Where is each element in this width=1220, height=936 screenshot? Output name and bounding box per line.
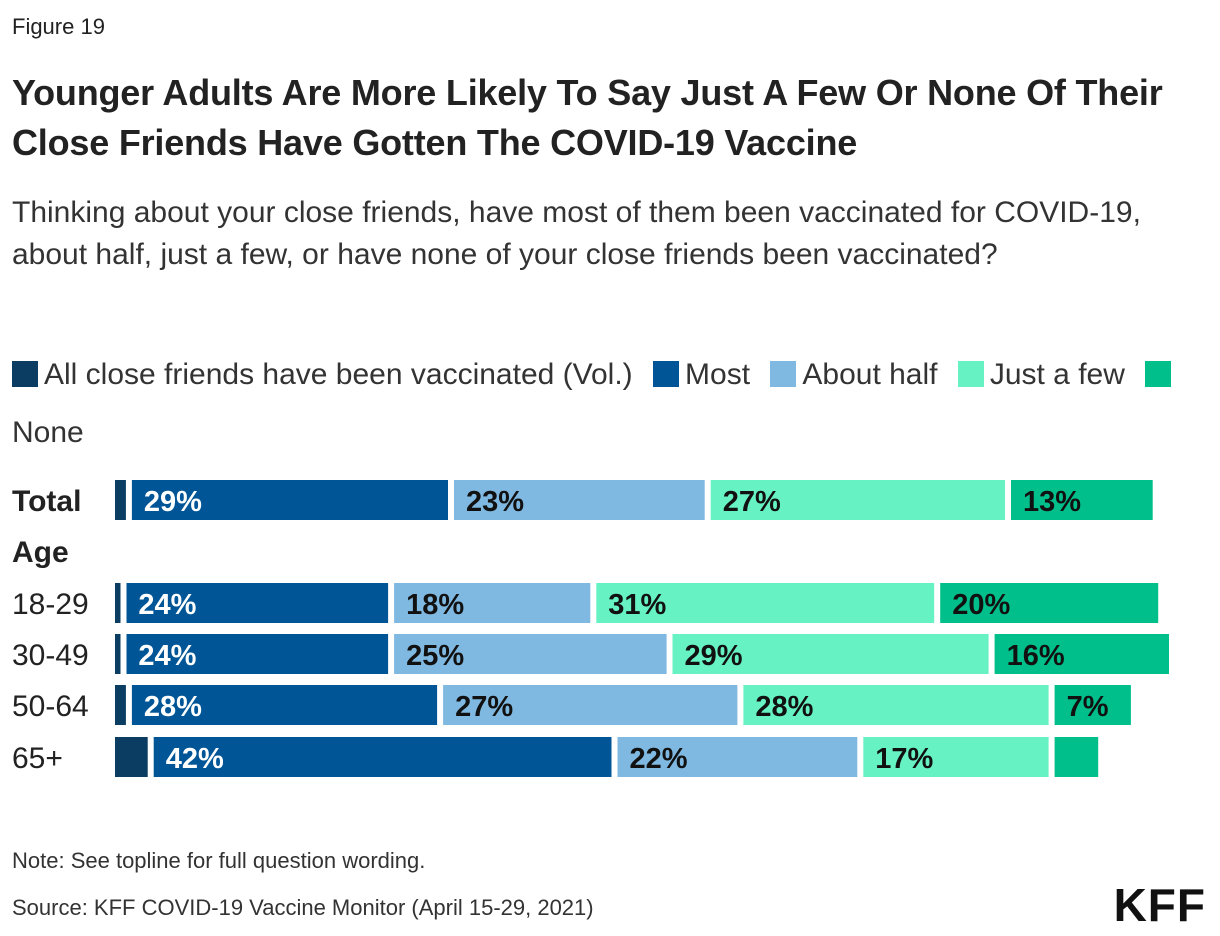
chart-legend: All close friends have been vaccinated (… [12,346,1202,462]
chart-note: Note: See topline for full question word… [12,848,426,873]
data-label-18-29-just-a-few: 31% [608,589,666,621]
category-label-18-29: 18-29 [12,588,89,621]
data-label-total-none: 13% [1023,486,1081,518]
legend-swatch-none [1145,361,1172,387]
data-label-30-49-about-half: 25% [406,640,464,672]
kff-logo: KFF [1113,879,1206,931]
legend-label-about-half: About half [802,358,938,391]
chart-subtitle: Thinking about your close friends, have … [12,196,1141,271]
bar-50-64-about-half [443,685,738,725]
legend-label-just-a-few: Just a few [989,358,1125,391]
bar-50-64-all [115,685,126,725]
chart-source: Source: KFF COVID-19 Vaccine Monitor (Ap… [12,895,594,920]
legend-label-none: None [12,416,84,449]
legend-swatch-just-a-few [957,361,984,387]
bar-50-64-none [1054,685,1131,725]
data-label-30-49-just-a-few: 29% [685,640,743,672]
chart-title: Younger Adults Are More Likely To Say Ju… [12,72,1163,163]
data-label-18-29-about-half: 18% [406,589,464,621]
bar-30-49-none [994,634,1169,674]
legend-swatch-about-half [770,361,797,387]
data-label-65--just-a-few: 17% [875,743,933,775]
category-label-age: Age [12,536,69,569]
bar-65--just-a-few [863,737,1049,777]
category-label-total: Total [12,485,81,518]
bar-65--all [115,737,148,777]
bar-30-49-about-half [394,634,667,674]
bar-30-49-all [115,634,121,674]
legend-item-most: Most [641,358,750,391]
bar-30-49-most [126,634,389,674]
data-label-50-64-none: 7% [1067,691,1109,723]
legend-label-all: All close friends have been vaccinated (… [44,358,633,391]
data-label-50-64-about-half: 27% [455,691,513,723]
bar-65--none [1054,737,1099,777]
bar-18-29-most [126,583,389,623]
bar-18-29-all [115,583,121,623]
legend-item-none: None [12,358,1177,449]
data-label-65--most: 42% [166,743,224,775]
legend-swatch-most [653,361,680,387]
data-label-50-64-just-a-few: 28% [755,691,813,723]
legend-swatch-all [12,361,38,387]
bar-total-about-half [454,480,705,520]
data-label-50-64-most: 28% [144,691,202,723]
data-label-total-most: 29% [144,486,202,518]
legend-item-all: All close friends have been vaccinated (… [12,358,633,391]
data-label-65--about-half: 22% [630,743,688,775]
bar-total-just-a-few [710,480,1005,520]
data-label-total-just-a-few: 27% [723,486,781,518]
bar-30-49-just-a-few [672,634,989,674]
data-label-30-49-none: 16% [1007,640,1065,672]
category-label-50-64: 50-64 [12,690,89,723]
bar-50-64-most [131,685,438,725]
bar-65--about-half [617,737,858,777]
data-label-18-29-most: 24% [138,589,196,621]
legend-label-most: Most [685,358,751,391]
bar-18-29-just-a-few [596,583,935,623]
bar-65--most [153,737,612,777]
bar-18-29-about-half [394,583,591,623]
bar-18-29-none [940,583,1159,623]
bar-total-most [131,480,448,520]
legend-item-just-a-few: Just a few [946,358,1125,391]
bar-50-64-just-a-few [743,685,1049,725]
stacked-bar-chart: Total 29% 23% 27% 13% Age 18-29 24% 18% 31% 20% 30-… [12,480,1169,777]
category-label-30-49: 30-49 [12,639,89,672]
bar-total-all [115,480,126,520]
legend-item-about-half: About half [758,358,937,391]
bar-total-none [1011,480,1153,520]
figure-label: Figure 19 [12,14,105,39]
category-label-65-: 65+ [12,742,63,775]
data-label-30-49-most: 24% [138,640,196,672]
data-label-18-29-none: 20% [952,589,1010,621]
data-label-total-about-half: 23% [466,486,524,518]
